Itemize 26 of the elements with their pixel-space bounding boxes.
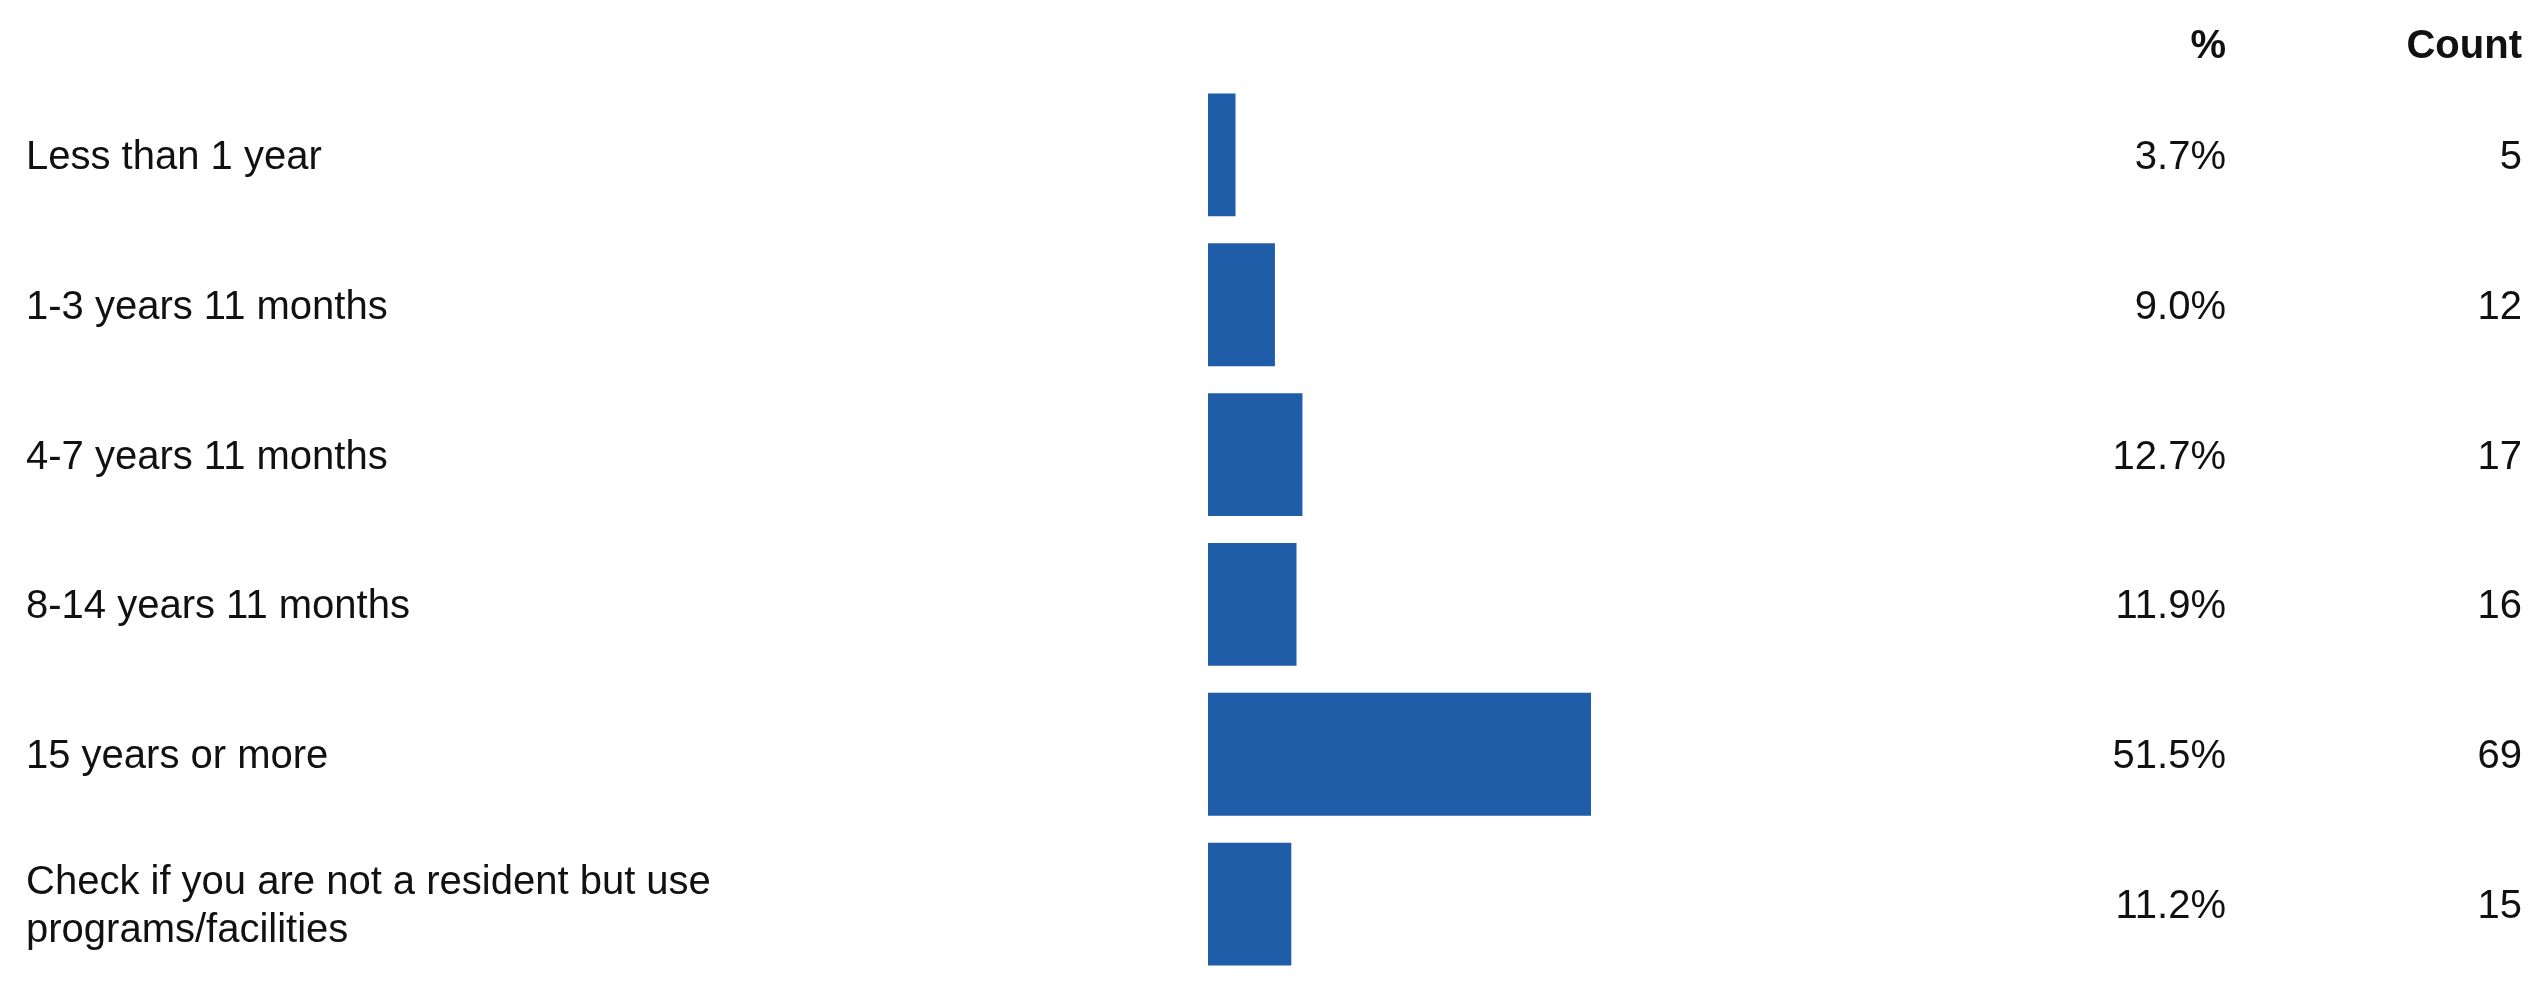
y-tick-label: 8-14 years 11 months: [26, 582, 410, 627]
bar: [1208, 393, 1303, 517]
text: 5: [2499, 132, 2522, 177]
text: 15: [2477, 882, 2522, 927]
bar: [1208, 243, 1275, 367]
y-tick-label: 15 years or more: [26, 732, 329, 777]
bar: [1208, 93, 1236, 217]
text: 69: [2477, 732, 2522, 777]
text: 17: [2477, 432, 2522, 477]
bar: [1208, 542, 1297, 666]
data-label: 11.9%: [2115, 582, 2226, 627]
data-label: 11.2%: [2115, 882, 2226, 927]
y-tick-label: 1-3 years 11 months: [26, 282, 388, 327]
bar: [1208, 692, 1591, 816]
text: %: [2190, 22, 2226, 66]
text: 12: [2477, 282, 2522, 327]
text: 16: [2477, 582, 2522, 627]
y-tick-label: Check if you are not a resident but use programs/facilities: [26, 858, 722, 951]
y-tick-label: 4-7 years 11 months: [26, 432, 388, 477]
data-label: 9.0%: [2134, 282, 2226, 327]
y-tick-label: Less than 1 year: [26, 132, 322, 177]
bar: [1208, 842, 1292, 966]
data-label: 51.5%: [2112, 732, 2226, 777]
data-label: 12.7%: [2112, 432, 2226, 477]
text: Count: [2406, 22, 2522, 66]
data-label: 3.7%: [2134, 132, 2226, 177]
